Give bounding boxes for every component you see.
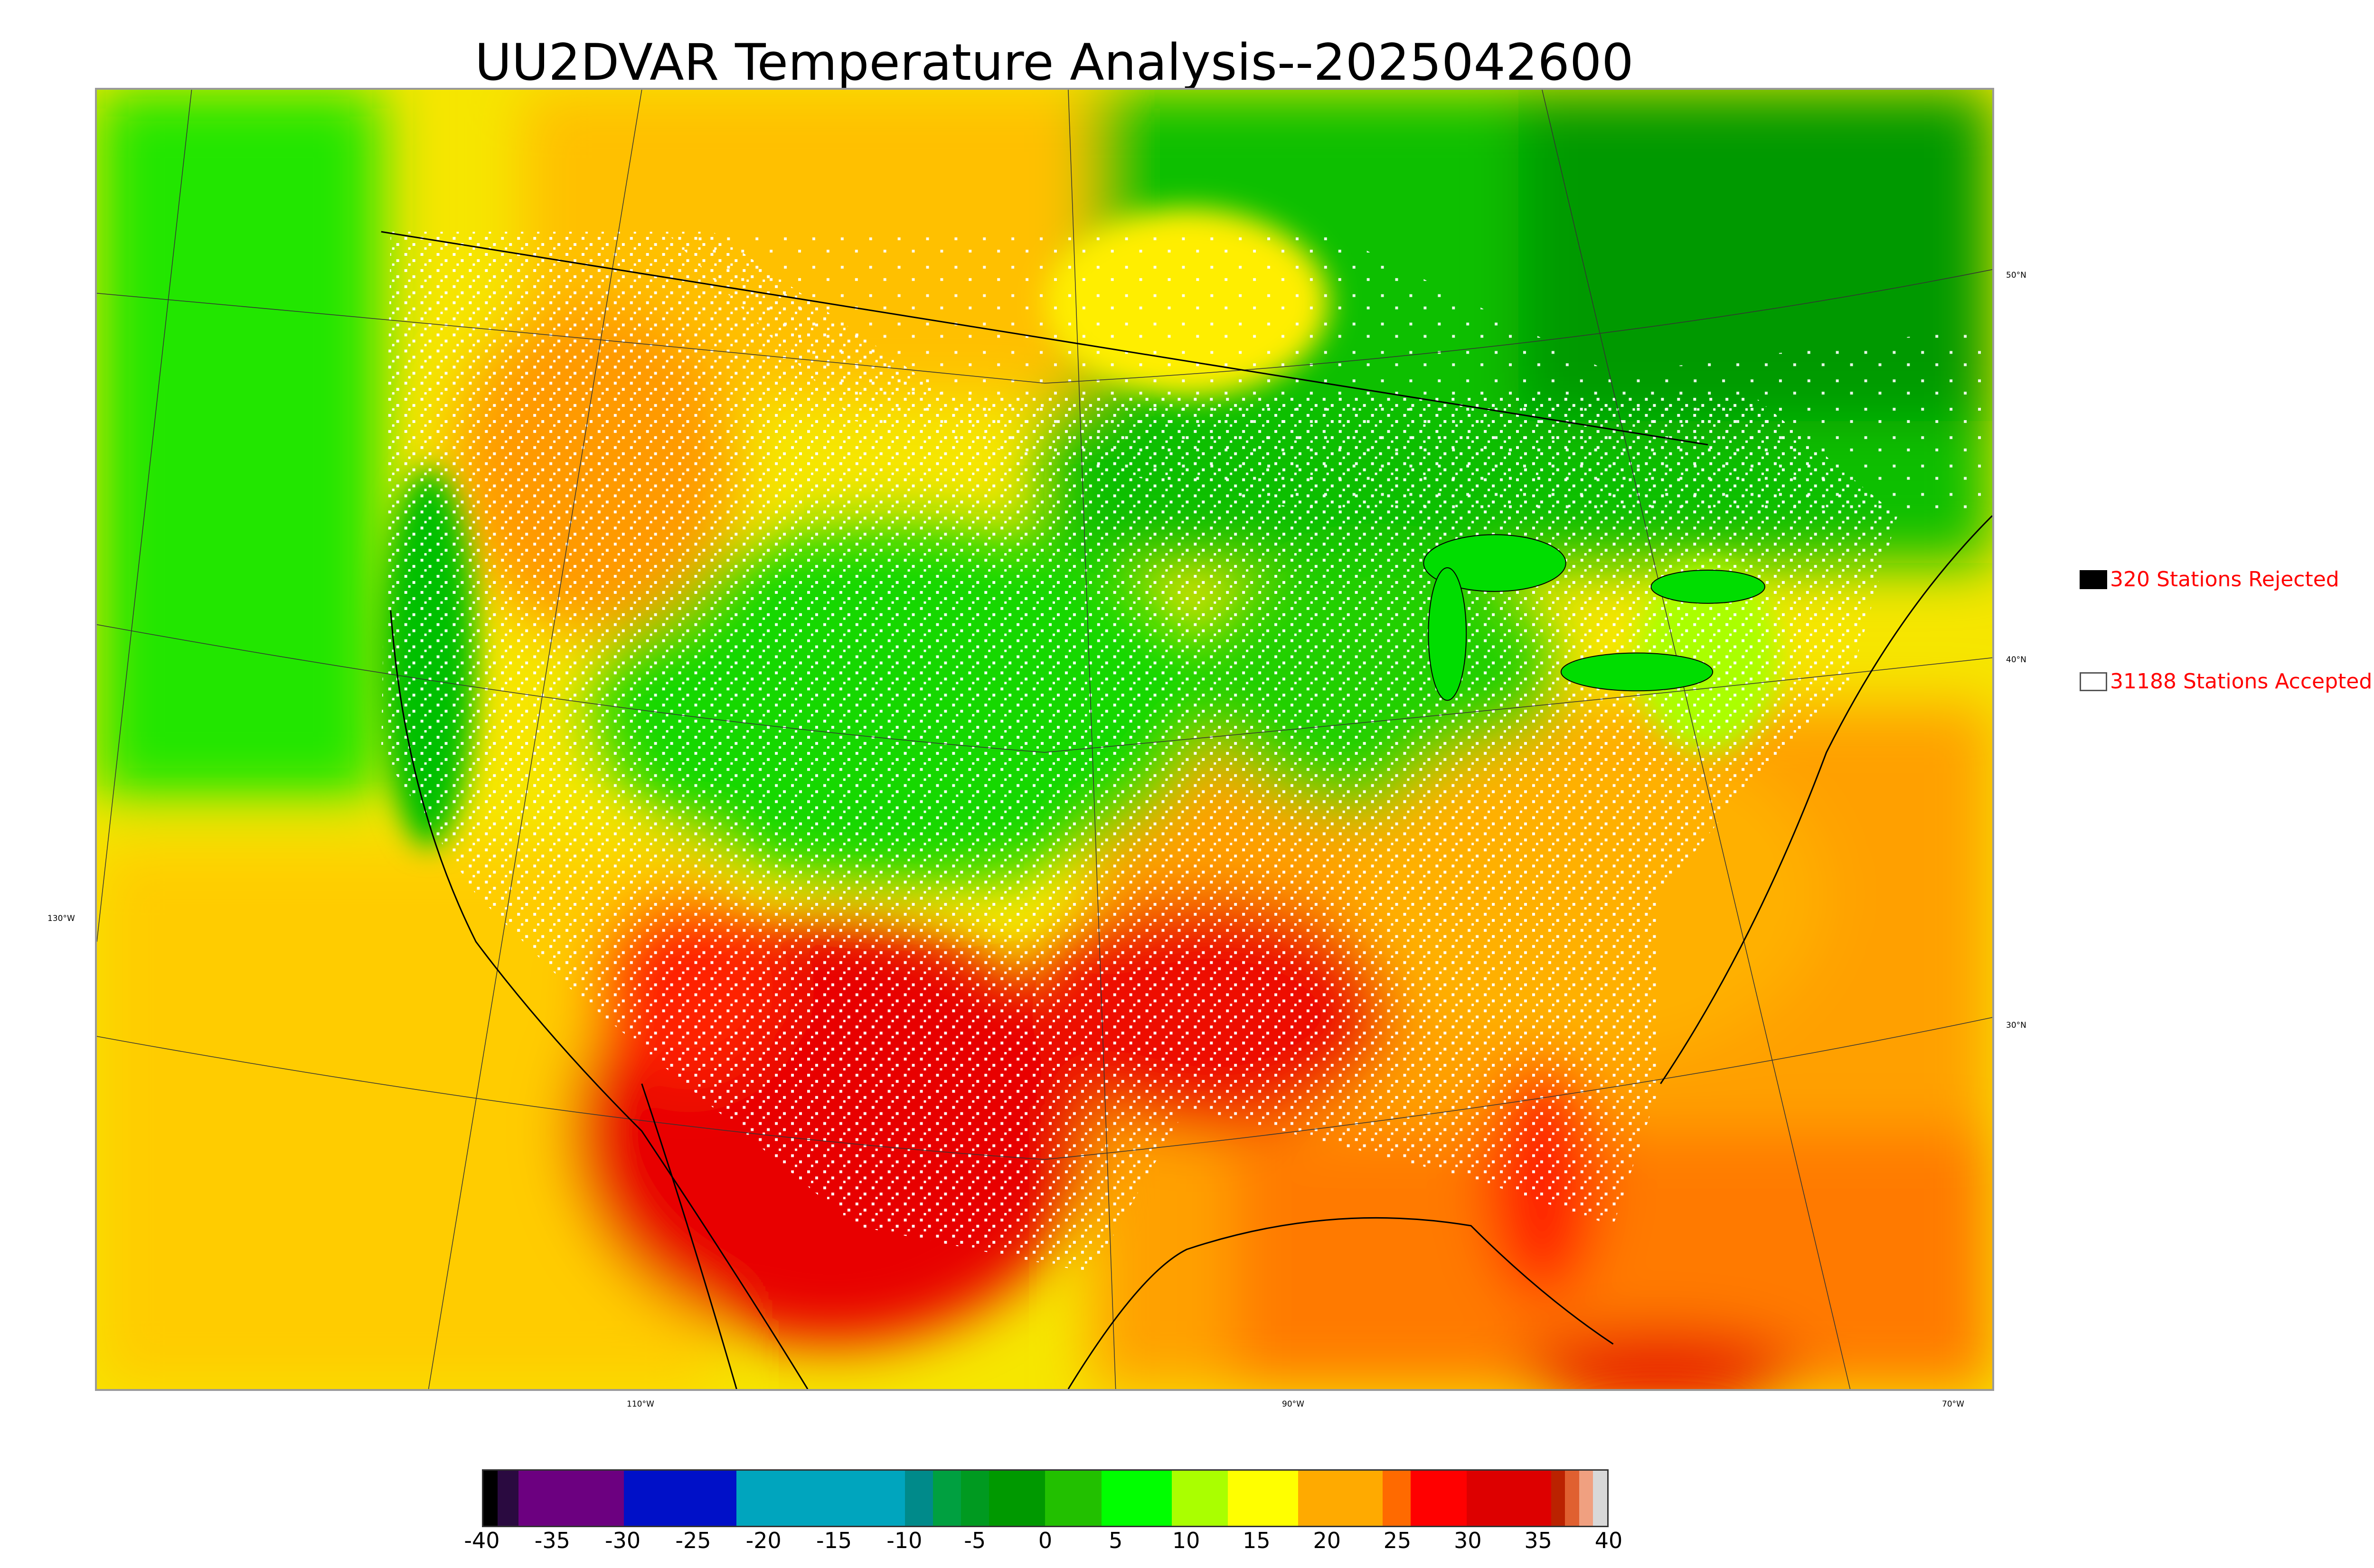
rejected-swatch xyxy=(2080,570,2107,589)
colorbar-segment xyxy=(1551,1471,1565,1526)
accepted-label: 31188 Stations Accepted xyxy=(2110,669,2373,694)
colorbar-tick-label: -20 xyxy=(745,1528,782,1553)
colorbar-segment xyxy=(1593,1471,1607,1526)
lat-label-40n: 40°N xyxy=(2006,655,2026,665)
colorbar-segment xyxy=(1579,1471,1593,1526)
accepted-swatch xyxy=(2080,672,2107,691)
colorbar-segment xyxy=(736,1471,905,1526)
colorbar-segment xyxy=(1565,1471,1579,1526)
lon-label-110w: 110°W xyxy=(627,1399,654,1409)
legend-accepted: 31188 Stations Accepted xyxy=(2080,669,2372,694)
colorbar-tick-label: 35 xyxy=(1524,1528,1552,1553)
colorbar-tick-label: 20 xyxy=(1313,1528,1341,1553)
colorbar-segment xyxy=(497,1471,518,1526)
colorbar-tick-label: -5 xyxy=(964,1528,986,1553)
temperature-colorbar xyxy=(482,1469,1609,1527)
colorbar-segment xyxy=(1410,1471,1467,1526)
colorbar-segment xyxy=(904,1471,933,1526)
colorbar-tick-label: 10 xyxy=(1172,1528,1200,1553)
colorbar-segment xyxy=(961,1471,989,1526)
colorbar-tick-label: 15 xyxy=(1243,1528,1271,1553)
colorbar-segment xyxy=(1045,1471,1102,1526)
colorbar-tick-label: -25 xyxy=(675,1528,711,1553)
legend-rejected: 320 Stations Rejected xyxy=(2080,567,2339,592)
colorbar-tick-label: -40 xyxy=(464,1528,500,1553)
rejected-label: 320 Stations Rejected xyxy=(2110,567,2339,592)
temperature-field xyxy=(97,90,1992,1389)
lon-label-130w: 130°W xyxy=(47,914,75,923)
colorbar-segment xyxy=(1171,1471,1228,1526)
colorbar-segment xyxy=(933,1471,961,1526)
colorbar-segment xyxy=(483,1471,498,1526)
colorbar-segment xyxy=(1298,1471,1383,1526)
colorbar-segment xyxy=(1228,1471,1299,1526)
colorbar-tick-label: 30 xyxy=(1454,1528,1482,1553)
colorbar-tick-label: 40 xyxy=(1594,1528,1623,1553)
map-title: UU2DVAR Temperature Analysis--2025042600 xyxy=(475,33,1634,92)
lat-label-50n: 50°N xyxy=(2006,271,2026,280)
colorbar-tick-label: -35 xyxy=(534,1528,570,1553)
colorbar-segment xyxy=(518,1471,624,1526)
colorbar-tick-label: -10 xyxy=(886,1528,923,1553)
temperature-map[interactable] xyxy=(95,88,1994,1391)
colorbar-tick-label: 25 xyxy=(1383,1528,1412,1553)
colorbar-tick-label: 5 xyxy=(1109,1528,1123,1553)
colorbar-tick-label: -30 xyxy=(605,1528,641,1553)
lon-label-90w: 90°W xyxy=(1282,1399,1304,1409)
colorbar-segment xyxy=(1467,1471,1551,1526)
lon-label-70w: 70°W xyxy=(1942,1399,1964,1409)
colorbar-tick-label: -15 xyxy=(816,1528,852,1553)
lat-label-30n: 30°N xyxy=(2006,1021,2026,1030)
colorbar-segment xyxy=(989,1471,1046,1526)
colorbar-segment xyxy=(1101,1471,1172,1526)
colorbar-segment xyxy=(623,1471,736,1526)
colorbar-segment xyxy=(1382,1471,1411,1526)
colorbar-tick-label: 0 xyxy=(1038,1528,1053,1553)
